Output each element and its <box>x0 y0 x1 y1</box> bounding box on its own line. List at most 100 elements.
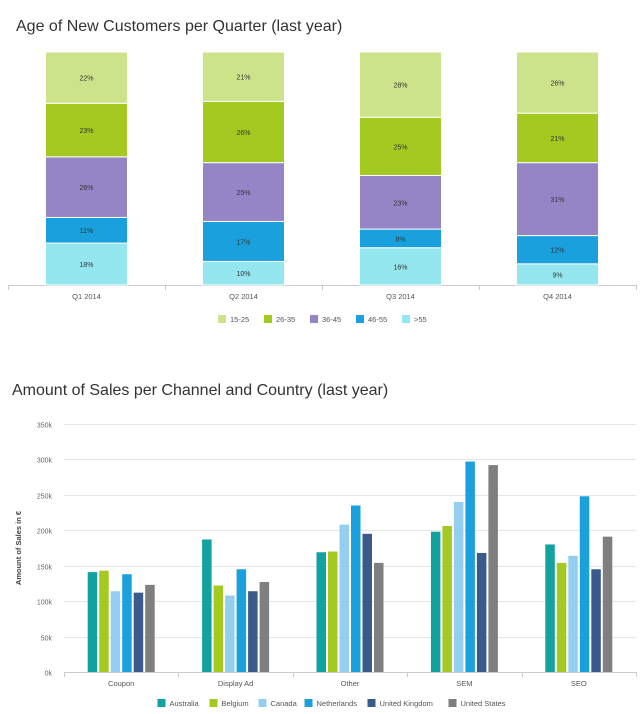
bar-display-ad-netherlands <box>236 569 247 672</box>
bar-q3-2014-15-25 <box>359 51 442 118</box>
legend-swatch-15-25 <box>218 315 226 323</box>
data-label-q3-2014-55: 16% <box>393 264 407 271</box>
bar-q3-2014-36-45 <box>359 174 442 230</box>
bar-coupon-netherlands <box>122 574 132 672</box>
bar-q2-2014-46-55 <box>202 220 285 262</box>
bar-q1-2014-55 <box>45 242 128 286</box>
x-tick-label-sem: SEM <box>456 679 472 688</box>
bar-coupon-united-kingdom <box>133 592 144 672</box>
bar-q4-2014-26-35 <box>516 112 599 164</box>
y-tick-label-350k: 350k <box>37 423 53 430</box>
bar-q2-2014-36-45 <box>202 162 285 222</box>
legend-swatch-united-kingdom <box>367 699 376 707</box>
data-label-q3-2014-26-35: 25% <box>393 144 407 151</box>
y-tick-label-50k: 50k <box>41 636 53 643</box>
data-label-q2-2014-46-55: 17% <box>236 239 250 246</box>
bar-display-ad-belgium <box>213 585 224 672</box>
legend-label-united-states: United States <box>461 699 506 708</box>
data-label-q1-2014-26-35: 23% <box>79 128 93 135</box>
bar-sem-canada <box>453 501 464 672</box>
data-label-q4-2014-15-25: 26% <box>550 81 564 88</box>
data-label-q2-2014-15-25: 21% <box>236 75 250 82</box>
x-tick-label-q3-2014: Q3 2014 <box>386 292 415 301</box>
x-tick-label-coupon: Coupon <box>108 679 134 688</box>
bar-coupon-belgium <box>99 570 109 672</box>
x-tick-label-other: Other <box>341 679 360 688</box>
data-label-q2-2014-55: 10% <box>236 271 250 278</box>
bar-coupon-australia <box>87 572 98 672</box>
bar-q4-2014-36-45 <box>516 162 599 237</box>
legend-label-netherlands: Netherlands <box>317 699 358 708</box>
legend-label-46-55: 46-55 <box>368 315 387 324</box>
legend-swatch-55 <box>402 315 410 323</box>
x-tick-label-q1-2014: Q1 2014 <box>72 292 101 301</box>
bar-display-ad-canada <box>225 595 235 672</box>
data-label-q4-2014-36-45: 31% <box>550 197 564 204</box>
bar-other-united-kingdom <box>362 533 372 672</box>
bar-seo-canada <box>568 555 578 672</box>
legend-swatch-46-55 <box>356 315 364 323</box>
bar-other-australia <box>316 552 326 672</box>
y-axis-label: Amount of Sales in € <box>14 510 23 585</box>
age-stacked-bar-chart: 18% 11% 26% 23% 22% Q1 2014 10% 17% 25% 26% 21% Q2 … <box>8 51 637 324</box>
x-tick-label-q2-2014: Q2 2014 <box>229 292 258 301</box>
bar-q3-2014-55 <box>359 247 442 286</box>
data-label-q1-2014-55: 18% <box>79 262 93 269</box>
legend-label-36-45: 36-45 <box>322 315 341 324</box>
bar-sem-united-kingdom <box>476 552 487 672</box>
legend-swatch-netherlands <box>304 699 313 707</box>
bar-sem-australia <box>430 531 441 672</box>
bar-coupon-canada <box>110 591 121 672</box>
data-label-q3-2014-46-55: 8% <box>395 236 405 243</box>
legend-label-australia: Australia <box>170 699 200 708</box>
sales-chart-title: Amount of Sales per Channel and Country … <box>12 382 389 399</box>
bar-other-united-states <box>374 562 384 672</box>
legend-swatch-canada <box>258 699 267 707</box>
data-label-q3-2014-36-45: 23% <box>393 200 407 207</box>
legend-label-55: >55 <box>414 315 427 324</box>
legend-label-united-kingdom: United Kingdom <box>380 699 433 708</box>
age-chart-title: Age of New Customers per Quarter (last y… <box>16 18 343 35</box>
bar-seo-united-states <box>602 536 613 672</box>
data-label-q2-2014-26-35: 26% <box>236 130 250 137</box>
legend-swatch-belgium <box>209 699 218 707</box>
bar-q1-2014-46-55 <box>45 216 128 244</box>
bar-sem-belgium <box>442 526 452 672</box>
legend-label-belgium: Belgium <box>222 699 249 708</box>
legend-swatch-australia <box>157 699 166 707</box>
bar-display-ad-united-kingdom <box>248 591 258 672</box>
sales-chart-panel: Amount of Sales per Channel and Country … <box>0 370 644 714</box>
bar-seo-united-kingdom <box>591 569 601 672</box>
bar-display-ad-australia <box>202 539 212 672</box>
legend-swatch-united-states <box>448 699 457 707</box>
y-tick-label-200k: 200k <box>37 529 53 536</box>
bar-q3-2014-26-35 <box>359 116 442 176</box>
bar-seo-belgium <box>556 562 567 672</box>
sales-grouped-bar-chart: 0k 50k 100k 150k 200k 250k 300k 350k Amount of S… <box>14 423 637 708</box>
data-label-q1-2014-46-55: 11% <box>80 228 94 235</box>
y-tick-label-150k: 150k <box>37 565 53 572</box>
data-label-q2-2014-36-45: 25% <box>236 190 250 197</box>
data-label-q3-2014-15-25: 28% <box>393 83 407 90</box>
data-label-q4-2014-26-35: 21% <box>550 136 564 143</box>
legend-label-15-25: 15-25 <box>230 315 249 324</box>
x-tick-label-seo: SEO <box>571 679 587 688</box>
bar-other-canada <box>339 524 349 672</box>
bar-other-netherlands <box>351 505 361 672</box>
legend-label-26-35: 26-35 <box>276 315 295 324</box>
bar-seo-netherlands <box>579 496 590 672</box>
data-label-q4-2014-55: 9% <box>552 272 562 279</box>
legend-swatch-26-35 <box>264 315 272 323</box>
x-tick-label-q4-2014: Q4 2014 <box>543 292 572 301</box>
x-tick-label-display-ad: Display Ad <box>218 679 253 688</box>
y-tick-label-100k: 100k <box>37 600 53 607</box>
bar-q4-2014-15-25 <box>516 51 599 114</box>
bar-seo-australia <box>545 544 555 672</box>
bar-display-ad-united-states <box>259 582 270 672</box>
legend-label-canada: Canada <box>271 699 298 708</box>
y-tick-label-250k: 250k <box>37 494 53 501</box>
legend-swatch-36-45 <box>310 315 318 323</box>
data-label-q4-2014-46-55: 12% <box>550 248 564 255</box>
data-label-q1-2014-15-25: 22% <box>79 76 93 83</box>
bar-other-belgium <box>328 551 338 672</box>
